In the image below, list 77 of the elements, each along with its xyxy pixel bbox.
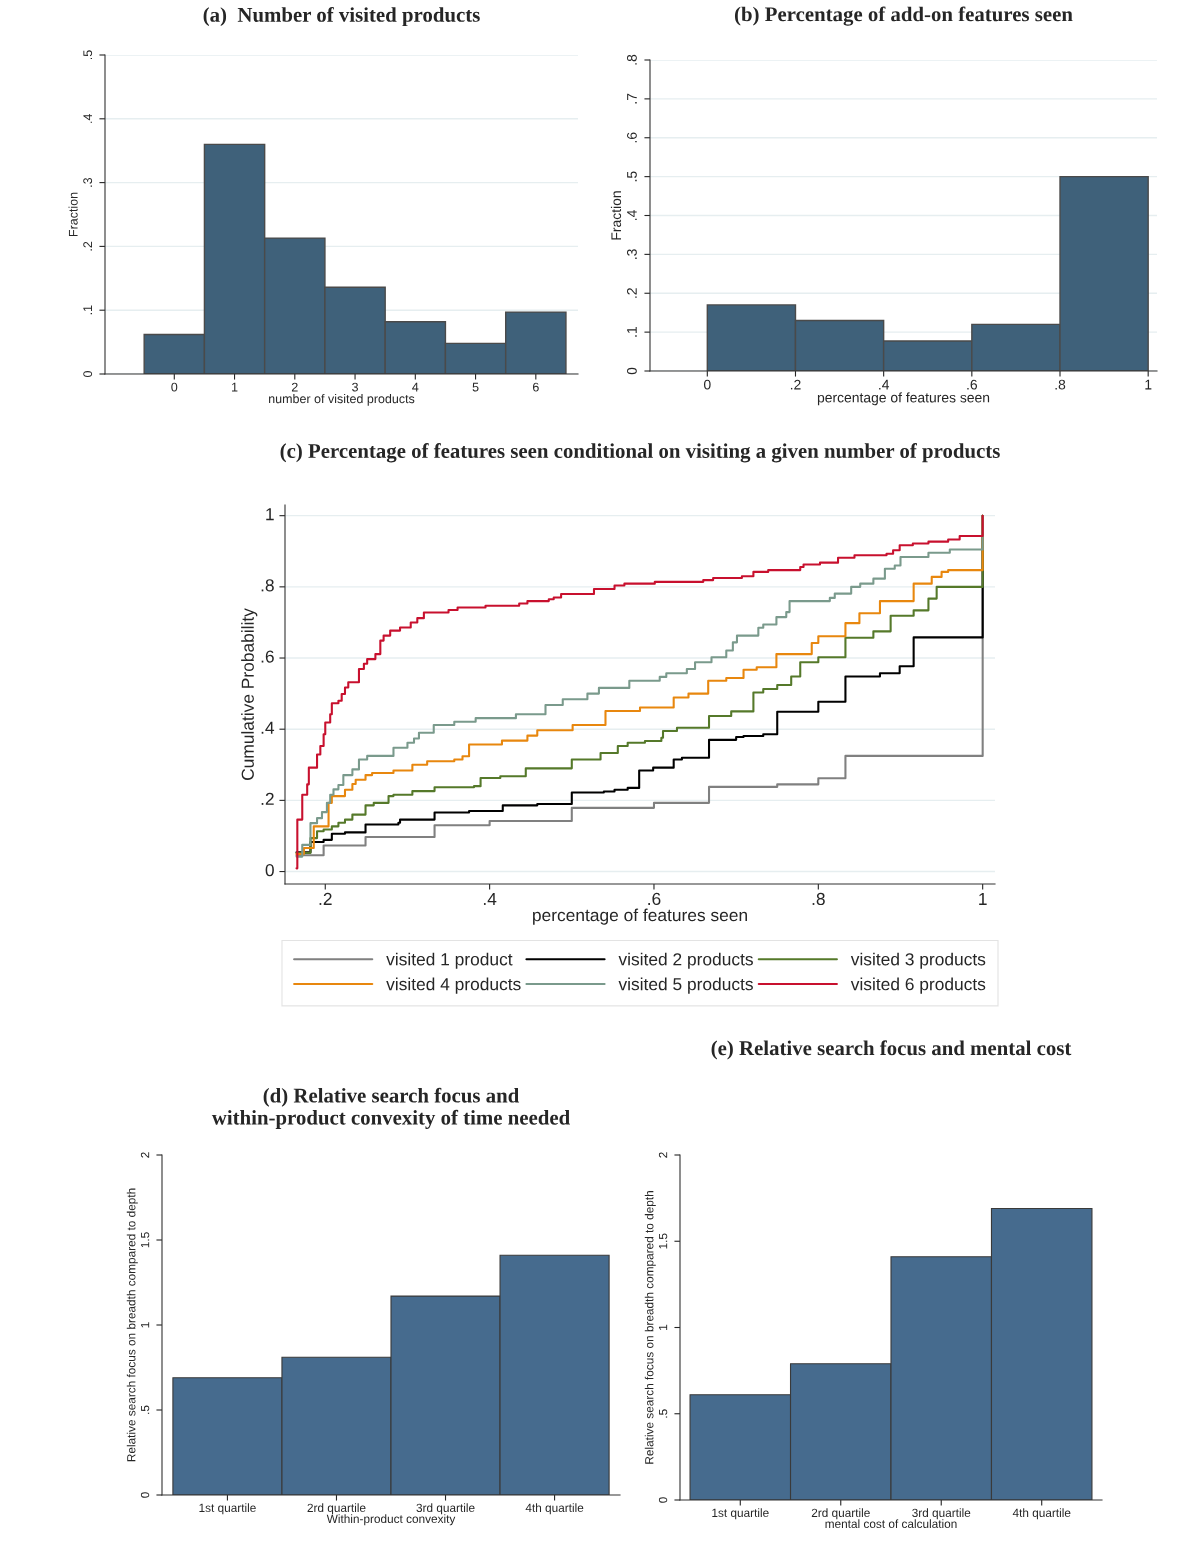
y-tick-label: .5 (141, 1405, 150, 1414)
y-tick-label: .2 (627, 288, 637, 298)
x-tick-label: 4th quartile (525, 1503, 584, 1515)
y-tick-label: .4 (627, 210, 637, 221)
y-tick-label: .5 (659, 1409, 668, 1418)
y-tick-label: .6 (261, 650, 274, 663)
y-tick-label: .2 (83, 241, 92, 251)
x-tick-label: .8 (812, 892, 825, 906)
y-tick-label: .1 (627, 327, 637, 337)
chart-title: (b) Percentage of add-on features seen (734, 6, 1073, 26)
y-tick-label: 0 (140, 1492, 150, 1498)
x-tick-label: 4th quartile (1012, 1508, 1071, 1520)
y-tick-label: .8 (627, 54, 637, 65)
x-tick-label: 1 (979, 892, 987, 905)
y-tick-label: 2 (658, 1152, 668, 1158)
x-tick-label: 2rd quartile (811, 1508, 870, 1520)
x-tick-label: 2rd quartile (307, 1503, 366, 1515)
legend-label: visited 1 product (386, 952, 513, 969)
y-tick-label: 1.5 (141, 1232, 150, 1248)
x-tick-label: 3 (352, 382, 358, 392)
x-tick-label: 3rd quartile (912, 1508, 971, 1520)
y-tick-label: 2 (140, 1152, 150, 1158)
x-tick-label: 1st quartile (712, 1508, 769, 1520)
y-tick-label: .4 (261, 721, 275, 734)
y-tick-label: 1 (141, 1322, 150, 1328)
x-tick-label: 1 (1145, 379, 1152, 390)
x-tick-label: 6 (532, 382, 539, 392)
x-tick-label: .8 (1055, 379, 1066, 390)
x-tick-label: .4 (483, 892, 497, 905)
x-tick-label: 1 (232, 382, 238, 392)
y-axis-title: Relative search focus on breadth compared to depth (644, 1191, 656, 1464)
y-tick-label: .7 (627, 93, 637, 104)
x-axis-title: number of visited products (269, 393, 415, 406)
y-tick-label: .6 (627, 132, 637, 143)
legend-label: visited 2 products (618, 952, 753, 969)
y-tick-label: .5 (83, 50, 93, 60)
y-tick-label: 0 (658, 1497, 668, 1503)
y-axis-title: Relative search focus on breadth compared to depth (126, 1188, 138, 1462)
x-axis-title: percentage of features seen (533, 908, 747, 925)
y-tick-label: .3 (83, 177, 93, 187)
y-tick-label: 0 (265, 863, 274, 877)
x-tick-label: .2 (790, 379, 801, 390)
x-axis-title: Within-product convexity (326, 1514, 456, 1526)
x-tick-label: .4 (879, 379, 890, 390)
y-tick-label: 1.5 (659, 1233, 668, 1249)
legend-label: visited 4 products (386, 977, 521, 994)
chart-title: (c) Percentage of features seen conditional on visiting a given number of products (280, 443, 1000, 463)
legend-label: visited 3 products (850, 952, 986, 969)
legend-label: visited 5 products (618, 977, 753, 994)
y-axis-title: Fraction (68, 192, 78, 237)
x-tick-label: .2 (319, 892, 332, 905)
y-axis-title: Cumulative Probability (241, 608, 258, 780)
y-tick-label: 1 (659, 1324, 668, 1330)
y-tick-label: .5 (627, 171, 637, 182)
x-tick-label: 3rd quartile (416, 1503, 475, 1515)
y-tick-label: .8 (261, 579, 274, 592)
x-axis-title: mental cost of calculation (825, 1519, 957, 1529)
x-tick-label: 2 (291, 382, 298, 392)
y-tick-label: .2 (261, 792, 274, 805)
chart-title: (a) Number of visited products (203, 7, 480, 27)
y-tick-label: .1 (83, 305, 92, 315)
y-tick-label: .3 (627, 249, 637, 259)
y-tick-label: 1 (266, 508, 274, 521)
x-tick-label: 1st quartile (199, 1503, 256, 1515)
y-tick-label: 0 (627, 367, 637, 375)
chart-title: (d) Relative search focus and within-product convexity of time needed (211, 1087, 570, 1129)
chart-title: (e) Relative search focus and mental cost (711, 1040, 1072, 1060)
x-axis-title: percentage of features seen (817, 392, 990, 406)
legend-label: visited 6 products (850, 977, 986, 994)
x-tick-label: 0 (703, 379, 711, 390)
y-axis-title: Fraction (610, 191, 622, 240)
x-tick-label: 5 (472, 382, 479, 392)
y-tick-label: .4 (83, 113, 92, 123)
y-tick-label: 0 (83, 371, 93, 377)
x-tick-label: 0 (171, 382, 178, 392)
x-tick-label: .6 (967, 379, 978, 390)
x-tick-label: 4 (412, 382, 419, 392)
